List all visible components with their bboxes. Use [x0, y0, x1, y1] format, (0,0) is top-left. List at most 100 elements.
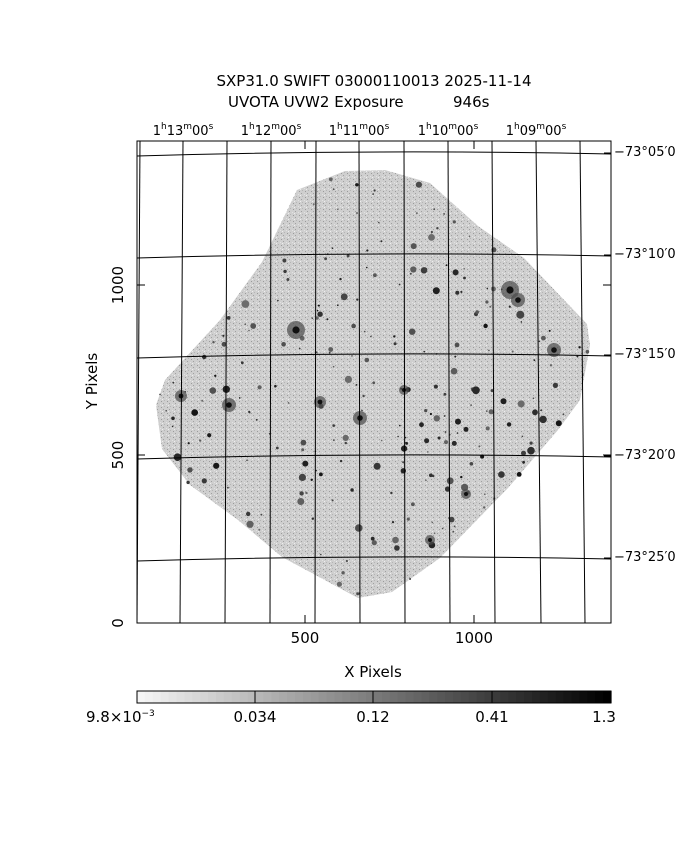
star — [260, 513, 263, 516]
star — [221, 341, 227, 347]
star — [363, 330, 366, 333]
star — [372, 381, 376, 385]
star — [432, 287, 440, 295]
star — [427, 451, 429, 453]
x-tick-label: 500 — [290, 629, 320, 647]
star — [199, 439, 202, 442]
star — [209, 387, 217, 394]
star — [470, 404, 472, 406]
star — [326, 318, 329, 321]
star — [460, 475, 463, 479]
star — [344, 441, 347, 445]
ra-label: 1h10m00s — [417, 122, 479, 139]
star — [302, 460, 309, 467]
star — [576, 355, 579, 358]
star — [428, 234, 435, 241]
star — [409, 578, 411, 580]
colorbar-segment — [231, 691, 241, 703]
star — [538, 340, 541, 343]
star — [520, 321, 523, 323]
star — [463, 426, 469, 432]
colorbar-segment — [192, 691, 201, 703]
colorbar-segment — [271, 691, 280, 703]
star — [485, 300, 489, 304]
star — [351, 323, 356, 329]
star — [250, 323, 257, 329]
star — [311, 317, 314, 320]
star — [463, 268, 466, 270]
star — [409, 328, 416, 335]
colorbar-segment — [184, 691, 193, 703]
star — [455, 290, 460, 295]
dec-grid-line — [136, 151, 612, 157]
star — [171, 425, 174, 428]
colorbar-segment — [374, 691, 383, 703]
colorbar-segment — [176, 691, 185, 703]
ra-grid-line — [179, 140, 184, 624]
star — [301, 448, 305, 452]
colorbar-segment — [500, 691, 509, 703]
colorbar-segment — [476, 691, 486, 703]
star — [373, 273, 377, 278]
colorbar-segment — [208, 691, 217, 703]
ra-label: 1h11m00s — [328, 122, 390, 139]
star — [578, 346, 581, 349]
colorbar-segment — [508, 691, 517, 703]
star — [362, 394, 365, 398]
star — [319, 472, 323, 477]
star — [433, 208, 436, 211]
colorbar-segment — [547, 691, 557, 703]
ra-label: 1h09m00s — [505, 122, 567, 139]
star — [463, 276, 466, 280]
star — [483, 506, 486, 509]
colorbar-segment — [539, 691, 549, 703]
star — [248, 329, 250, 332]
star — [444, 431, 447, 433]
star — [356, 212, 358, 214]
star — [342, 434, 349, 441]
star — [187, 442, 190, 445]
star — [246, 511, 251, 517]
star — [533, 359, 536, 362]
star — [351, 355, 353, 357]
star — [468, 235, 471, 238]
star — [415, 181, 422, 188]
star — [394, 545, 400, 551]
star — [328, 347, 334, 352]
star — [483, 323, 488, 329]
star — [475, 310, 480, 314]
colorbar-segment — [587, 691, 596, 703]
star — [275, 446, 279, 450]
colorbar-segment — [421, 691, 430, 703]
bright-source-core — [317, 399, 323, 405]
star — [491, 286, 496, 292]
star — [390, 491, 393, 495]
star — [399, 424, 401, 427]
star — [356, 298, 359, 301]
star — [222, 334, 225, 337]
star — [333, 439, 335, 441]
star — [315, 316, 319, 320]
star — [425, 479, 427, 482]
star — [345, 559, 348, 563]
star — [248, 410, 251, 413]
star — [443, 213, 445, 215]
star — [433, 384, 438, 389]
star — [424, 409, 428, 413]
star — [429, 473, 433, 478]
plot-frame — [136, 140, 612, 624]
ra-grid-line — [447, 140, 451, 624]
star — [281, 342, 286, 347]
star — [159, 393, 161, 396]
star — [443, 392, 447, 396]
star — [298, 473, 306, 481]
star — [212, 341, 215, 344]
colorbar-segment — [239, 691, 249, 703]
colorbar-segment — [468, 691, 478, 703]
star — [409, 272, 412, 275]
colorbar-segment — [524, 691, 533, 703]
star — [393, 335, 396, 338]
star — [378, 221, 380, 224]
exposure-time: 946s — [453, 93, 490, 111]
